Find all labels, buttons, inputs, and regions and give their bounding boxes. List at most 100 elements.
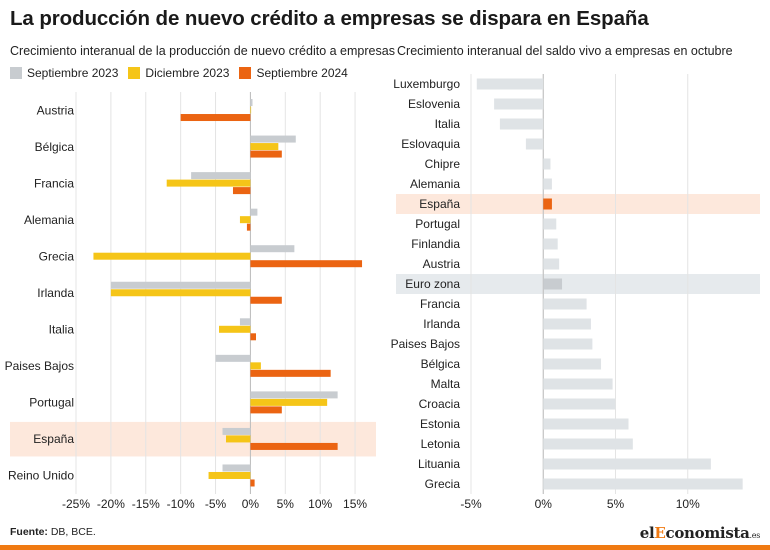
- right-bar-alemania: [543, 178, 552, 190]
- left-bar-grecia-septiembre-2023: [250, 245, 295, 253]
- legend-swatch-sep2024: [239, 67, 252, 79]
- left-bar-austria-septiembre-2024: [180, 114, 251, 122]
- left-category-label-irlanda: Irlanda: [37, 286, 74, 300]
- right-highlight-band-spain: [396, 194, 760, 214]
- left-category-label-francia: Francia: [34, 176, 74, 190]
- left-bar-grecia-septiembre-2024: [250, 260, 363, 268]
- left-bar-espana-septiembre-2023: [222, 427, 251, 435]
- left-category-label-italia: Italia: [49, 323, 75, 337]
- right-bar-irlanda: [543, 318, 591, 330]
- left-xtick-label: 0%: [242, 497, 260, 511]
- left-bar-belgica-septiembre-2024: [250, 150, 282, 158]
- left-bar-espana-diciembre-2023: [226, 435, 251, 443]
- right-category-label-chipre: Chipre: [425, 157, 461, 171]
- right-category-label-italia: Italia: [435, 117, 461, 131]
- right-bar-espana: [543, 198, 552, 210]
- left-xtick-label: -20%: [97, 497, 125, 511]
- brand-suffix: conomista: [665, 524, 750, 542]
- legend-item-sep2023: Septiembre 2023: [10, 66, 118, 80]
- right-bar-finlandia: [543, 238, 558, 250]
- right-category-label-lituania: Lituania: [418, 457, 460, 471]
- right-chart-subtitle: Crecimiento interanual del saldo vivo a …: [397, 44, 733, 58]
- left-category-label-grecia: Grecia: [39, 249, 75, 263]
- right-bar-malta: [543, 378, 613, 390]
- left-xtick-label: 5%: [277, 497, 295, 511]
- left-bar-reino-unido-septiembre-2024: [250, 479, 255, 487]
- left-category-label-reino-unido: Reino Unido: [8, 469, 74, 483]
- left-xtick-label: -10%: [167, 497, 195, 511]
- left-bar-espana-septiembre-2024: [250, 442, 338, 450]
- right-category-label-eslovenia: Eslovenia: [408, 97, 460, 111]
- left-bar-belgica-septiembre-2023: [250, 135, 296, 143]
- right-bar-chipre: [543, 158, 551, 170]
- right-category-label-luxemburgo: Luxemburgo: [393, 77, 460, 91]
- source-text: DB, BCE.: [50, 526, 96, 538]
- left-bar-belgica-diciembre-2023: [250, 143, 279, 151]
- right-bar-portugal: [543, 218, 557, 230]
- left-bar-grecia-diciembre-2023: [93, 252, 251, 260]
- left-bar-portugal-septiembre-2024: [250, 406, 282, 414]
- left-highlight-band: [10, 421, 376, 457]
- left-bar-portugal-septiembre-2023: [250, 391, 338, 399]
- right-bar-austria: [543, 258, 560, 270]
- right-bar-francia: [543, 298, 587, 310]
- left-category-label-espana: España: [33, 432, 74, 446]
- left-category-label-portugal: Portugal: [29, 396, 74, 410]
- right-category-label-grecia: Grecia: [425, 477, 461, 491]
- bottom-accent-bar: [0, 545, 770, 550]
- left-bar-austria-septiembre-2023: [250, 99, 253, 107]
- left-chart-subtitle: Crecimiento interanual de la producción …: [10, 44, 395, 58]
- page-title: La producción de nuevo crédito a empresa…: [10, 7, 649, 30]
- legend-label-dic2023: Diciembre 2023: [145, 66, 230, 80]
- right-category-label-francia: Francia: [420, 297, 460, 311]
- right-bar-letonia: [543, 438, 633, 450]
- left-xtick-label: -25%: [62, 497, 90, 511]
- right-bar-italia: [499, 118, 544, 130]
- left-bar-portugal-diciembre-2023: [250, 398, 328, 406]
- brand-tld: .es: [749, 531, 761, 540]
- left-xtick-label: -15%: [132, 497, 160, 511]
- left-category-label-belgica: Bélgica: [35, 140, 75, 154]
- right-bar-eslovaquia: [525, 138, 544, 150]
- right-bar-eslovenia: [494, 98, 544, 110]
- right-category-label-croacia: Croacia: [419, 397, 461, 411]
- left-category-label-austria: Austria: [37, 103, 75, 117]
- left-bar-reino-unido-septiembre-2023: [222, 464, 251, 472]
- right-category-label-austria: Austria: [423, 257, 461, 271]
- right-category-label-letonia: Letonia: [421, 437, 461, 451]
- left-bar-alemania-septiembre-2023: [250, 208, 258, 216]
- left-bar-irlanda-diciembre-2023: [110, 289, 251, 297]
- left-bar-francia-septiembre-2024: [232, 187, 251, 195]
- brand-logo: elEconomista.es: [640, 524, 761, 542]
- left-bar-irlanda-septiembre-2024: [250, 296, 282, 304]
- right-category-label-eslovaquia: Eslovaquia: [401, 137, 460, 151]
- right-bar-belgica: [543, 358, 602, 370]
- right-bar-estonia: [543, 418, 629, 430]
- left-bar-paises-bajos-septiembre-2024: [250, 369, 331, 377]
- legend-item-sep2024: Septiembre 2024: [239, 66, 348, 80]
- right-category-label-malta: Malta: [431, 377, 461, 391]
- legend-label-sep2023: Septiembre 2023: [27, 66, 119, 80]
- right-category-label-irlanda: Irlanda: [423, 317, 460, 331]
- left-bar-francia-diciembre-2023: [166, 179, 251, 187]
- right-category-label-portugal: Portugal: [415, 217, 460, 231]
- left-bar-reino-unido-diciembre-2023: [208, 471, 251, 479]
- charts-canvas: Austria Bélgica Francia Alemania Grecia Irlan…: [5, 74, 760, 511]
- left-bar-italia-septiembre-2024: [250, 333, 256, 341]
- right-category-label-alemania: Alemania: [410, 177, 460, 191]
- left-bar-austria-diciembre-2023: [250, 106, 252, 114]
- left-category-label-paises-bajos: Paises Bajos: [5, 359, 74, 373]
- legend-label-sep2024: Septiembre 2024: [256, 66, 348, 80]
- brand-highlight: E: [654, 524, 666, 542]
- left-bar-alemania-diciembre-2023: [239, 216, 251, 224]
- right-bar-croacia: [543, 398, 616, 410]
- left-bar-italia-diciembre-2023: [219, 325, 251, 333]
- chart-legend: Septiembre 2023 Diciembre 2023 Septiembr…: [10, 66, 358, 80]
- left-bar-irlanda-septiembre-2023: [110, 281, 251, 289]
- right-bar-grecia: [543, 478, 743, 490]
- right-category-label-espana: España: [419, 197, 460, 211]
- left-xtick-label: 10%: [308, 497, 332, 511]
- right-category-label-paises-bajos: Paises Bajos: [391, 337, 460, 351]
- right-category-label-euro-zona: Euro zona: [405, 277, 460, 291]
- right-bar-paises-bajos: [543, 338, 593, 350]
